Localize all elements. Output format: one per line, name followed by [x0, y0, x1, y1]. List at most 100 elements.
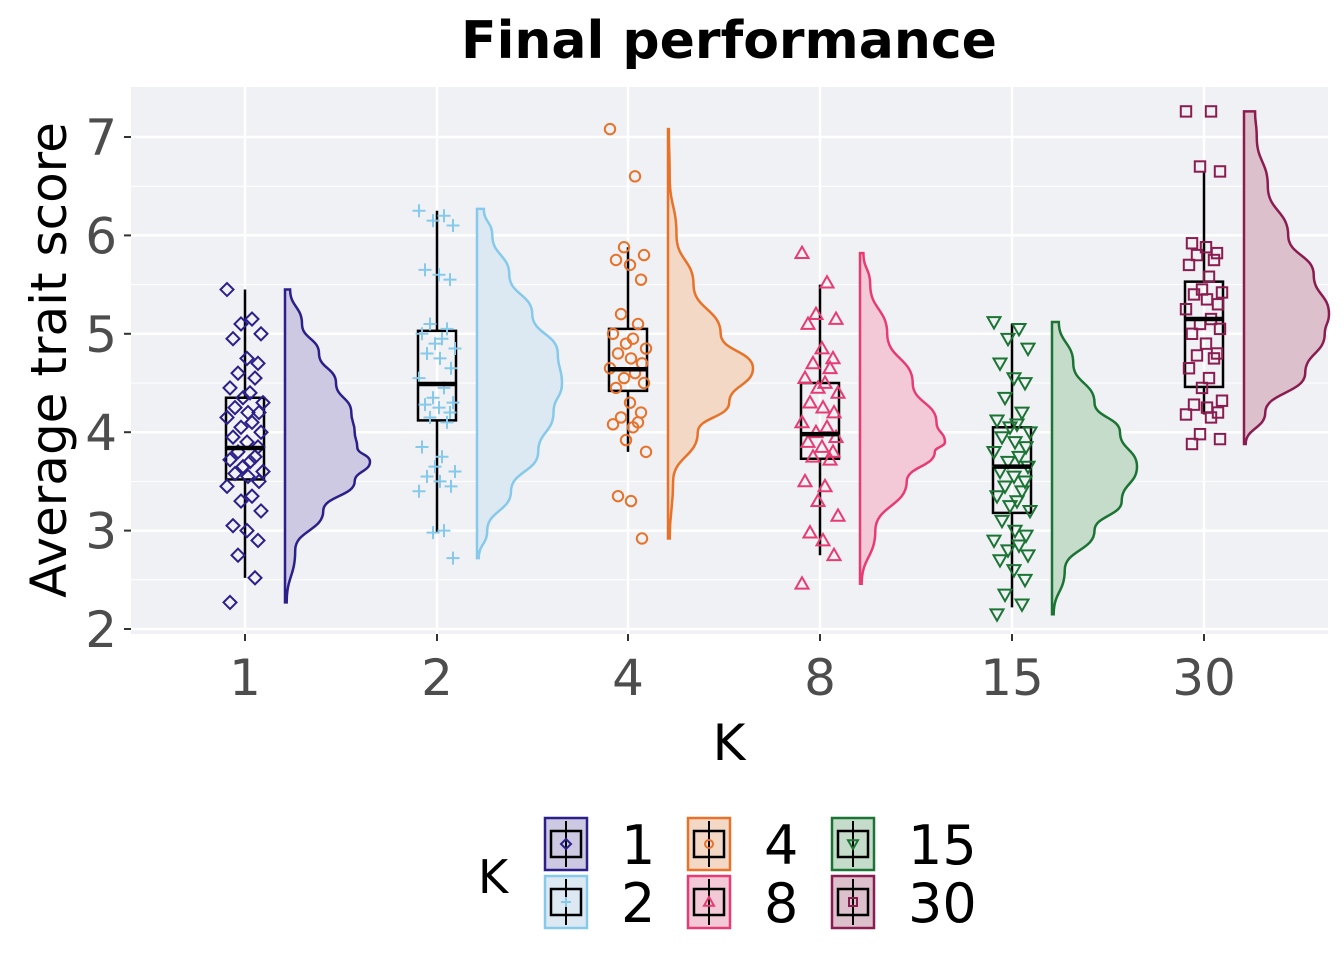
- legend-box: [549, 887, 583, 917]
- point-30: [1185, 437, 1199, 451]
- point-8: [799, 315, 817, 330]
- density-4: [666, 127, 755, 540]
- point-8: [793, 575, 811, 590]
- point-15: [991, 554, 1009, 569]
- point-30: [1207, 352, 1221, 365]
- point-30: [1207, 253, 1221, 267]
- point-2: [428, 460, 442, 474]
- y-tick-label: 4: [85, 404, 117, 462]
- legend-marker: [846, 839, 860, 852]
- point-8: [804, 448, 822, 463]
- legend-marker: [702, 894, 716, 907]
- point-4: [639, 445, 653, 459]
- point-30: [1190, 349, 1204, 362]
- x-tick-label: 8: [804, 649, 836, 707]
- point-1: [222, 594, 238, 611]
- density-2: [475, 207, 564, 560]
- legend-label: 1: [621, 814, 655, 877]
- legend-item-8: 8: [686, 872, 798, 935]
- point-2: [432, 268, 446, 282]
- point-30: [1182, 362, 1196, 375]
- point-15: [985, 534, 1003, 549]
- point-30: [1213, 432, 1227, 446]
- legend-item-4: 4: [686, 814, 798, 877]
- series-group-1: [219, 281, 372, 611]
- point-2: [418, 398, 432, 412]
- point-15: [985, 316, 1003, 331]
- x-tick-label: 2: [421, 649, 453, 707]
- point-2: [420, 346, 434, 360]
- series-group-30: [1179, 105, 1331, 451]
- point-1: [247, 569, 263, 586]
- point-4: [624, 494, 638, 508]
- density-15: [1050, 320, 1139, 616]
- point-4: [603, 122, 617, 136]
- point-2: [443, 273, 457, 287]
- y-tick-label: 3: [85, 503, 117, 561]
- point-15: [1005, 470, 1023, 485]
- point-1: [242, 384, 258, 401]
- point-8: [799, 433, 817, 448]
- point-2: [433, 474, 447, 488]
- point-15: [996, 480, 1014, 495]
- legend-item-2: 2: [543, 872, 655, 935]
- point-1: [235, 389, 251, 406]
- point-30: [1202, 371, 1216, 385]
- point-1: [244, 414, 260, 431]
- point-4: [623, 258, 637, 272]
- point-30: [1202, 270, 1216, 283]
- point-2: [448, 342, 462, 356]
- point-1: [233, 419, 249, 436]
- x-tick-label: 30: [1172, 649, 1236, 707]
- y-tick-label: 2: [85, 601, 117, 659]
- point-4: [637, 248, 651, 262]
- point-15: [991, 357, 1009, 372]
- point-15: [1005, 372, 1023, 387]
- point-1: [222, 451, 238, 468]
- point-1: [244, 311, 260, 327]
- point-15: [999, 332, 1017, 348]
- point-30: [1204, 411, 1218, 424]
- legend-label: 4: [764, 814, 798, 877]
- point-15: [1006, 524, 1024, 540]
- point-2: [420, 469, 434, 483]
- point-1: [230, 365, 246, 382]
- point-4: [619, 433, 633, 447]
- point-1: [242, 453, 258, 470]
- series-group-4: [603, 122, 755, 545]
- point-15: [985, 446, 1003, 461]
- y-tick-label: 7: [85, 109, 117, 167]
- density-1: [283, 288, 372, 604]
- point-8: [818, 274, 836, 289]
- point-4: [611, 489, 625, 503]
- point-4: [626, 421, 640, 434]
- point-2: [443, 406, 457, 420]
- x-tick-label: 4: [612, 649, 644, 707]
- point-2: [412, 204, 426, 218]
- point-15: [1001, 500, 1019, 515]
- point-1: [233, 316, 249, 332]
- point-2: [415, 327, 429, 341]
- point-8: [821, 451, 839, 466]
- legend-item-1: 1: [543, 814, 655, 877]
- point-2: [440, 322, 454, 336]
- point-15: [999, 455, 1017, 471]
- point-1: [225, 429, 241, 446]
- point-15: [988, 608, 1006, 623]
- point-15: [1021, 505, 1039, 520]
- point-1: [253, 503, 269, 519]
- point-8: [821, 359, 839, 375]
- legend-item-30: 30: [830, 872, 977, 935]
- point-30: [1190, 248, 1204, 262]
- legend-marker: [561, 897, 571, 907]
- point-30: [1185, 327, 1199, 341]
- chart-title: Final performance: [461, 11, 997, 71]
- point-2: [423, 410, 437, 424]
- point-8: [807, 305, 825, 320]
- point-30: [1179, 303, 1193, 316]
- point-1: [225, 517, 241, 534]
- x-tick-label: 1: [229, 649, 261, 707]
- point-30: [1215, 286, 1229, 299]
- point-15: [1021, 426, 1039, 441]
